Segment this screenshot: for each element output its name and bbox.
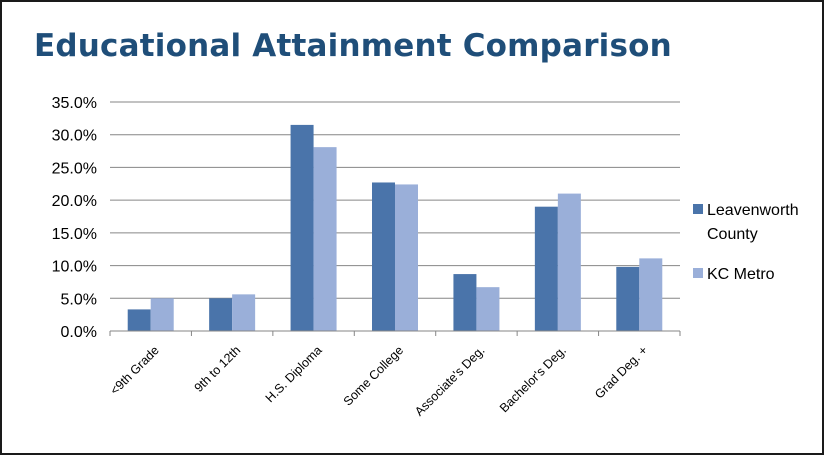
bar — [209, 298, 233, 331]
bars — [127, 124, 663, 332]
legend-swatch — [693, 204, 703, 214]
x-category-label: <9th Grade — [107, 343, 161, 397]
legend-label: County — [707, 226, 758, 243]
x-category-label: Grad Deg. + — [592, 343, 650, 401]
bar — [127, 309, 151, 331]
bar — [476, 287, 500, 331]
y-tick-label: 20.0% — [52, 193, 97, 210]
bar — [534, 206, 558, 331]
x-axis-tick-marks — [109, 331, 681, 336]
chart-title: Educational Attainment Comparison — [34, 28, 672, 64]
legend-swatch — [693, 268, 703, 278]
y-tick-label: 25.0% — [52, 160, 97, 177]
y-tick-label: 10.0% — [52, 259, 97, 276]
bar — [372, 182, 395, 331]
bar — [616, 266, 640, 331]
x-category-label: 9th to 12th — [192, 343, 244, 395]
y-tick-label: 15.0% — [52, 226, 97, 243]
bar — [313, 147, 337, 331]
y-tick-label: 0.0% — [61, 324, 97, 341]
x-category-label: Some College — [341, 343, 406, 408]
bar — [395, 184, 418, 331]
legend-label: KC Metro — [707, 266, 775, 283]
x-axis-category-labels: <9th Grade 9th to 12th H.S. Diploma Some Co… — [107, 343, 650, 418]
bar — [150, 298, 174, 331]
bar — [290, 124, 314, 332]
y-tick-label: 35.0% — [52, 95, 97, 112]
x-category-label: Bachelor's Deg. — [497, 343, 569, 415]
y-tick-label: 30.0% — [52, 128, 97, 145]
bar — [453, 274, 477, 331]
legend-label: Leavenworth — [707, 202, 799, 219]
x-category-label: Associate's Deg. — [412, 343, 487, 418]
bar — [232, 294, 256, 331]
legend: Leavenworth County KC Metro — [693, 202, 799, 283]
x-category-label: H.S. Diploma — [263, 343, 325, 405]
y-axis-tick-labels: 0.0% 5.0% 10.0% 15.0% 20.0% 25.0% 30.0% 35.0% — [52, 95, 97, 341]
bar — [639, 258, 663, 331]
bar — [557, 193, 581, 331]
y-tick-label: 5.0% — [61, 291, 97, 308]
